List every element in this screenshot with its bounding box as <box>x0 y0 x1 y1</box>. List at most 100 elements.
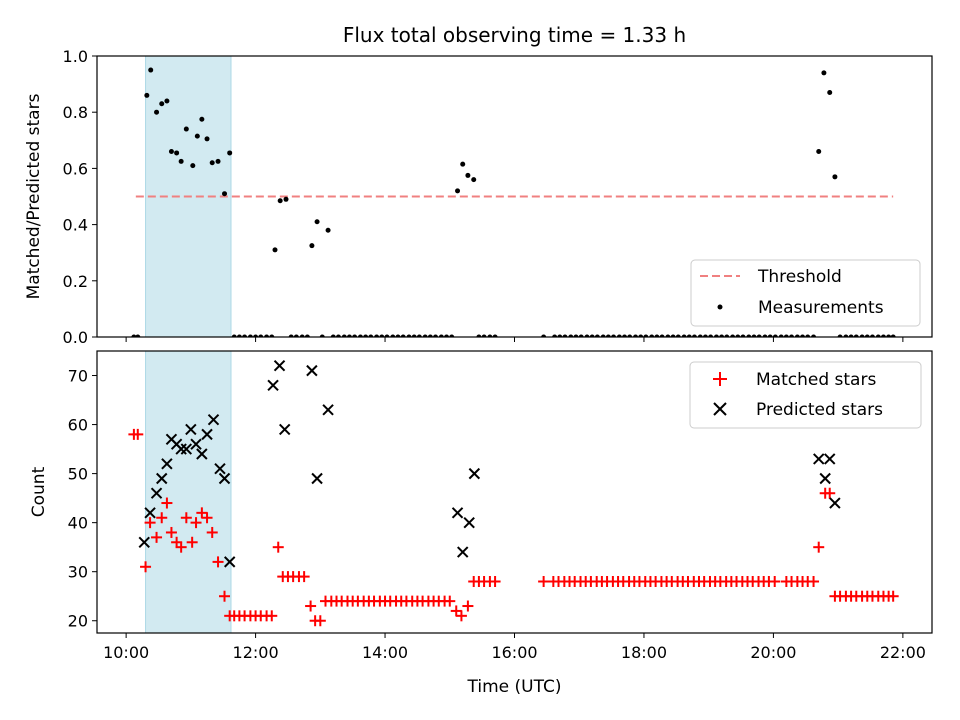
chart-title: Flux total observing time = 1.33 h <box>343 23 686 47</box>
measurement-point <box>487 334 493 337</box>
top-legend-box <box>690 259 921 327</box>
measurement-point <box>578 334 584 337</box>
y-tick-label: 1.0 <box>63 47 88 66</box>
matched-point <box>489 576 501 588</box>
measurement-point <box>622 334 628 337</box>
measurement-point <box>827 90 833 96</box>
predicted-point <box>138 536 150 548</box>
measurement-point <box>264 334 270 337</box>
matched-point <box>186 536 198 548</box>
measurement-point <box>190 163 196 169</box>
top-x-ticks <box>125 337 904 342</box>
predicted-point <box>279 423 291 436</box>
measurement-point <box>293 334 299 337</box>
predicted-point <box>451 507 464 519</box>
measurement-point <box>304 334 310 337</box>
measurement-point <box>691 334 697 337</box>
y-tick-label: 20 <box>68 612 88 631</box>
measurement-point <box>269 334 275 337</box>
measurement-point <box>772 334 778 337</box>
predicted-point <box>819 472 831 485</box>
bottom-y-axis-label: Count <box>29 466 49 517</box>
measurement-point <box>735 334 741 337</box>
measurement-point <box>719 334 725 337</box>
measurement-point <box>148 67 154 73</box>
predicted-point <box>150 487 163 499</box>
measurement-point <box>363 334 369 337</box>
top-legend: Threshold Measurements <box>690 259 921 327</box>
predicted-point <box>144 507 156 519</box>
measurement-point <box>465 172 471 178</box>
predicted-point <box>190 438 202 450</box>
measurement-point <box>605 334 611 337</box>
measurement-point <box>236 334 242 337</box>
measurement-point <box>665 334 671 337</box>
predicted-point <box>306 364 318 377</box>
predicted-point <box>196 448 208 460</box>
measurement-point <box>194 133 200 139</box>
bottom-shaded-span <box>145 350 232 634</box>
measurement-point <box>438 334 444 337</box>
measurement-point <box>600 334 606 337</box>
measurement-point <box>702 334 708 337</box>
measurement-point <box>708 334 714 337</box>
measurement-point <box>886 334 892 337</box>
y-tick-label: 50 <box>68 465 88 484</box>
measurement-point <box>643 334 649 337</box>
measurement-point <box>319 334 325 337</box>
measurement-point <box>562 334 568 337</box>
measurement-point <box>880 334 886 337</box>
measurement-point <box>800 334 806 337</box>
legend-predicted-label: Predicted stars <box>756 400 883 420</box>
bottom-axes-frame <box>96 350 933 634</box>
predicted-point <box>463 516 475 529</box>
measurement-point <box>368 334 374 337</box>
measurement-point <box>890 334 896 337</box>
measurement-point <box>222 191 228 197</box>
matched-point <box>272 541 284 553</box>
measurement-point <box>713 334 719 337</box>
top-y-axis-label: Matched/Predicted stars <box>24 93 44 299</box>
measurement-point <box>633 334 639 337</box>
measurement-point <box>330 334 336 337</box>
measurement-point <box>168 149 174 155</box>
measurement-point <box>227 150 233 156</box>
predicted-point <box>824 453 836 465</box>
measurement-point <box>584 334 590 337</box>
measurement-point <box>476 334 482 337</box>
bottom-y-ticks: 20 30 40 50 60 70 <box>68 367 97 631</box>
predicted-point <box>322 404 334 416</box>
measurement-point <box>659 334 665 337</box>
measurement-point <box>449 334 455 337</box>
measurement-point <box>460 161 466 167</box>
matched-point <box>190 517 202 529</box>
predicted-point <box>813 453 825 465</box>
measurement-point <box>864 334 870 337</box>
matched-point <box>132 428 144 440</box>
measurement-point <box>231 334 237 337</box>
measurement-point <box>357 334 363 337</box>
matched-point <box>305 600 317 612</box>
measurement-point <box>209 160 215 166</box>
matched-point <box>175 541 187 553</box>
measurement-point <box>416 334 422 337</box>
y-tick-label: 70 <box>68 367 88 386</box>
measurement-point <box>384 334 390 337</box>
measurement-point <box>204 136 210 142</box>
measurement-point <box>778 334 784 337</box>
measurement-point <box>541 334 547 337</box>
measurement-point <box>762 334 768 337</box>
top-axes-frame <box>96 55 933 338</box>
measurement-point <box>751 334 757 337</box>
matched-point <box>180 512 192 524</box>
x-tick-label: 12:00 <box>233 643 279 662</box>
measurement-point <box>178 158 184 164</box>
measurement-point <box>843 334 849 337</box>
matched-point <box>808 576 820 588</box>
predicted-point <box>829 497 841 509</box>
predicted-point <box>273 360 286 372</box>
matched-point <box>196 507 208 519</box>
measurement-point <box>746 334 752 337</box>
measurement-point <box>164 98 170 104</box>
measurement-point <box>756 334 762 337</box>
